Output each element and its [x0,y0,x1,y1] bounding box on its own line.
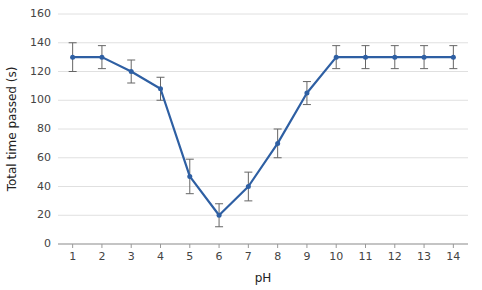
x-tick-label: 12 [388,250,402,263]
grid-line [58,14,468,15]
error-bar [186,159,194,194]
error-bar [274,129,282,158]
x-axis-label: pH [255,271,272,285]
x-tick-label: 9 [303,250,310,263]
grid-line [58,42,468,43]
marker [99,55,104,60]
x-tick [160,244,161,248]
x-tick-label: 8 [274,250,281,263]
error-bar [303,82,311,105]
marker [187,174,192,179]
y-axis-label: Total time passed (s) [5,67,19,193]
x-tick [336,244,337,248]
y-tick-label: 60 [37,151,51,164]
x-tick [72,244,73,248]
line [73,57,454,215]
grid-line [58,71,468,72]
marker [158,86,163,91]
marker [217,213,222,218]
x-tick-label: 7 [245,250,252,263]
x-tick [424,244,425,248]
grid-line [58,129,468,130]
x-tick [365,244,366,248]
marker [334,55,339,60]
error-bar [127,60,135,83]
error-bar [215,204,223,227]
x-tick [394,244,395,248]
grid-line [58,100,468,101]
marker [246,184,251,189]
x-tick-label: 13 [417,250,431,263]
x-tick [219,244,220,248]
chart: 0204060801001201401601234567891011121314… [0,0,482,290]
grid-line [58,157,468,158]
x-axis-line [58,244,468,245]
y-tick-label: 100 [30,93,51,106]
grid-line [58,186,468,187]
error-bar [244,172,252,201]
marker [129,69,134,74]
grid-line [58,244,468,245]
marker [363,55,368,60]
x-tick [306,244,307,248]
x-tick-labels: 1234567891011121314 [69,244,460,263]
x-tick-label: 1 [69,250,76,263]
x-tick-label: 4 [157,250,164,263]
y-tick-label: 40 [37,180,51,193]
x-tick [131,244,132,248]
grid-line [58,215,468,216]
x-tick [101,244,102,248]
marker [392,55,397,60]
x-tick [189,244,190,248]
y-tick-label: 0 [44,237,51,250]
y-grid [58,14,468,244]
x-tick [248,244,249,248]
error-bars [69,43,458,227]
y-tick-label: 160 [30,7,51,20]
y-tick-label: 80 [37,122,51,135]
y-tick-labels: 0 20 40 60 80 100 120 140 160 [30,7,51,250]
marker [451,55,456,60]
x-tick [277,244,278,248]
marker [304,91,309,96]
y-tick-label: 20 [37,208,51,221]
x-tick [453,244,454,248]
marker [275,141,280,146]
x-tick-label: 3 [128,250,135,263]
markers [70,55,456,218]
x-tick-label: 5 [186,250,193,263]
x-tick-label: 2 [98,250,105,263]
x-tick-label: 11 [359,250,373,263]
plot-area [69,43,458,227]
x-tick-label: 6 [216,250,223,263]
y-tick-label: 120 [30,65,51,78]
x-tick-label: 14 [446,250,460,263]
marker [422,55,427,60]
y-tick-label: 140 [30,36,51,49]
x-tick-label: 10 [329,250,343,263]
marker [70,55,75,60]
